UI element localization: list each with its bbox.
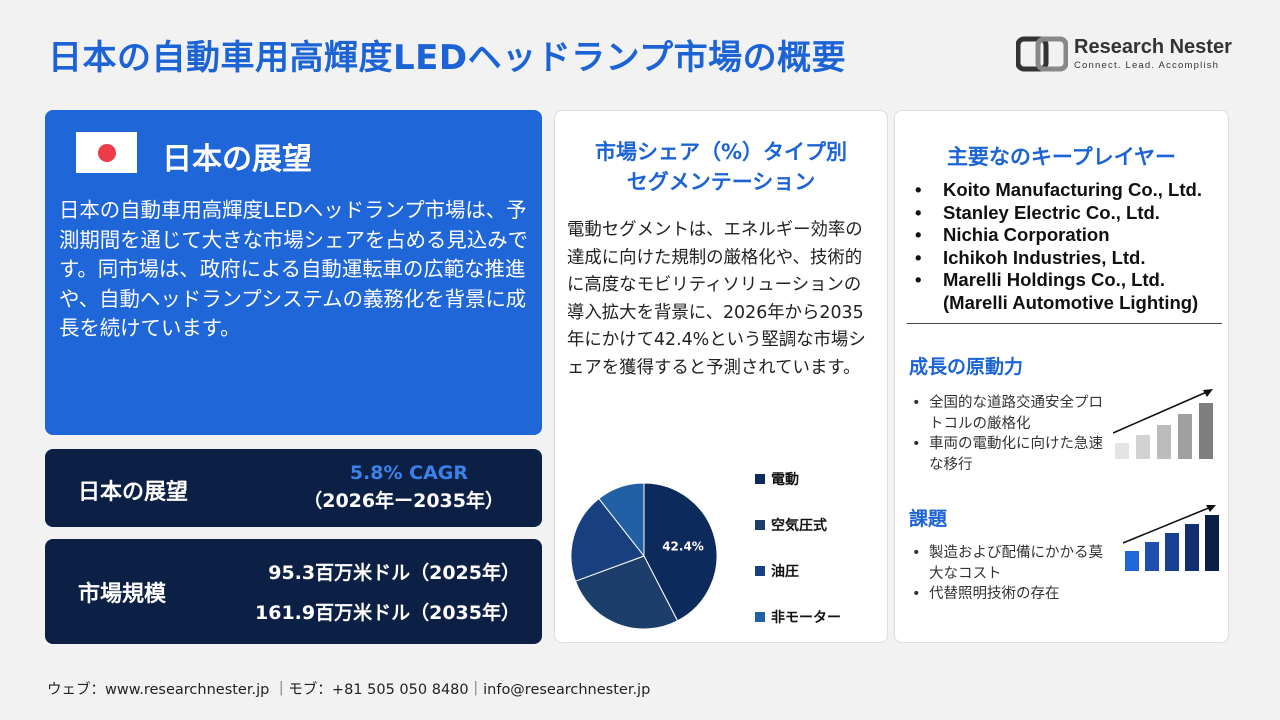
legend-label: 空気圧式 xyxy=(771,518,827,534)
legend-item: 空気圧式 xyxy=(755,515,827,535)
legend-swatch xyxy=(755,566,765,576)
legend-swatch xyxy=(755,612,765,622)
logo-mark-icon xyxy=(1016,36,1068,72)
legend-label: 非モーター xyxy=(771,610,841,626)
legend-label: 電動 xyxy=(771,472,799,488)
outlook-heading: 日本の展望 xyxy=(162,142,312,177)
key-players-list: Koito Manufacturing Co., Ltd. Stanley El… xyxy=(913,179,1213,314)
key-players-panel: 主要なのキープレイヤー Koito Manufacturing Co., Ltd… xyxy=(894,110,1229,643)
legend-label: 油圧 xyxy=(771,564,799,580)
legend-item: 油圧 xyxy=(755,561,799,581)
market-size-panel: 市場規模 95.3百万米ドル（2025年） 161.9百万米ドル（2035年） xyxy=(45,539,542,644)
legend-item: 電動 xyxy=(755,469,799,489)
segmentation-heading: 市場シェア（%）タイプ別 セグメンテーション xyxy=(555,137,887,197)
challenges-list: 製造および配備にかかる莫大なコスト 代替照明技術の存在 xyxy=(909,543,1109,605)
cagr-period: （2026年ー2035年） xyxy=(303,490,504,512)
section-divider xyxy=(907,323,1222,324)
market-size-2035: 161.9百万米ドル（2035年） xyxy=(255,602,520,624)
driver-item: 全国的な道路交通安全プロトコルの厳格化 xyxy=(909,393,1109,434)
cagr-value: 5.8% CAGR xyxy=(349,462,468,484)
segmentation-pie-chart: 42.4% xyxy=(570,482,718,630)
research-nester-logo: Research Nester Connect. Lead. Accomplis… xyxy=(1016,36,1236,76)
drivers-heading: 成長の原動力 xyxy=(909,356,1024,378)
pie-data-label: 42.4% xyxy=(662,540,704,554)
segmentation-description: 電動セグメントは、エネルギー効率の達成に向けた規制の厳格化や、技術的に高度なモビ… xyxy=(567,220,866,378)
challenges-heading: 課題 xyxy=(909,508,948,530)
legend-swatch xyxy=(755,520,765,530)
page-title: 日本の自動車用高輝度LEDヘッドランプ市場の概要 xyxy=(48,38,847,78)
market-size-label: 市場規模 xyxy=(78,582,167,607)
pie-slice-2 xyxy=(574,555,679,630)
outlook-description: 日本の自動車用高輝度LEDヘッドランプ市場は、予測期間を通じて大きな市場シェアを… xyxy=(59,198,528,340)
challenge-item: 代替照明技術の存在 xyxy=(909,584,1109,605)
pie-slice-4 xyxy=(598,482,645,558)
pie-slice-3 xyxy=(570,497,645,582)
logo-tagline: Connect. Lead. Accomplish xyxy=(1074,60,1220,71)
driver-item: 車両の電動化に向けた急速な移行 xyxy=(909,434,1109,475)
player-item: Ichikoh Industries, Ltd. xyxy=(913,247,1213,270)
segmentation-panel: 市場シェア（%）タイプ別 セグメンテーション 電動セグメントは、エネルギー効率の… xyxy=(554,110,888,643)
japan-outlook-panel: 日本の展望 日本の自動車用高輝度LEDヘッドランプ市場は、予測期間を通じて大きな… xyxy=(45,110,542,435)
market-size-2025: 95.3百万米ドル（2025年） xyxy=(268,562,520,584)
segmentation-heading-line2: セグメンテーション xyxy=(626,170,816,194)
growth-bars-icon xyxy=(1113,389,1213,459)
cagr-panel: 日本の展望 5.8% CAGR （2026年ー2035年） xyxy=(45,449,542,527)
player-item: Marelli Holdings Co., Ltd.(Marelli Autom… xyxy=(913,269,1213,314)
challenge-bars-icon xyxy=(1123,505,1219,571)
segmentation-heading-line1: 市場シェア（%）タイプ別 xyxy=(594,140,848,164)
player-item: Koito Manufacturing Co., Ltd. xyxy=(913,179,1213,202)
legend-swatch xyxy=(755,474,765,484)
logo-name: Research Nester xyxy=(1074,36,1232,58)
footer-contact: ウェブ：www.researchnester.jp ｜モブ：+81 505 05… xyxy=(47,682,651,698)
legend-item: 非モーター xyxy=(755,607,841,627)
key-players-heading: 主要なのキープレイヤー xyxy=(946,145,1177,169)
pie-slice-1 xyxy=(643,482,718,622)
player-item: Stanley Electric Co., Ltd. xyxy=(913,202,1213,225)
drivers-list: 全国的な道路交通安全プロトコルの厳格化 車両の電動化に向けた急速な移行 xyxy=(909,393,1109,475)
cagr-label: 日本の展望 xyxy=(78,480,189,505)
player-item: Nichia Corporation xyxy=(913,224,1213,247)
challenge-item: 製造および配備にかかる莫大なコスト xyxy=(909,543,1109,584)
japan-flag-icon xyxy=(76,132,137,173)
